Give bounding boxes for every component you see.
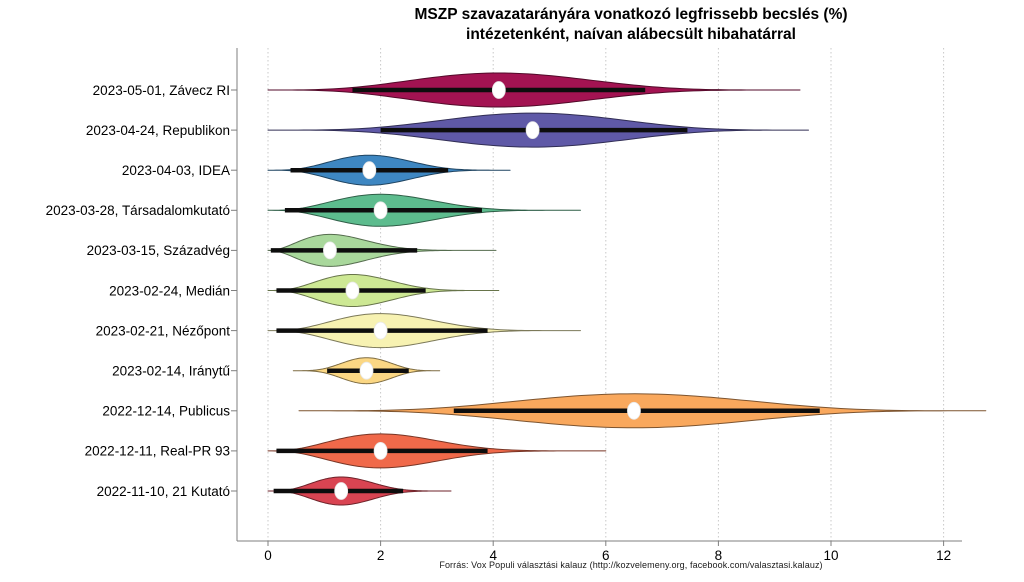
estimate-dot-0	[491, 81, 506, 99]
row-label-1: 2023-04-24, Republikon	[86, 123, 230, 138]
estimate-dot-3	[373, 201, 388, 220]
row-label-6: 2023-02-21, Nézőpont	[96, 323, 231, 338]
x-tick-label-8: 8	[715, 548, 723, 563]
row-label-2: 2023-04-03, IDEA	[122, 163, 230, 178]
estimate-dot-8	[627, 401, 641, 420]
row-label-9: 2022-12-11, Real-PR 93	[85, 444, 230, 459]
row-label-5: 2023-02-24, Medián	[109, 283, 230, 298]
estimate-dot-4	[323, 241, 337, 260]
estimate-dot-7	[359, 361, 374, 380]
row-label-0: 2023-05-01, Závecz RI	[93, 83, 230, 98]
row-label-3: 2023-03-28, Társadalomkutató	[46, 203, 230, 218]
estimate-dot-10	[334, 482, 349, 500]
source-caption: Forrás: Vox Populi választási kalauz (ht…	[439, 560, 823, 570]
chart-title: MSZP szavazatarányára vonatkozó legfriss…	[250, 5, 1012, 45]
estimate-dot-2	[362, 161, 377, 180]
estimate-dot-6	[373, 321, 388, 340]
estimate-dot-5	[345, 281, 360, 300]
x-tick-label-4: 4	[489, 548, 497, 563]
row-label-10: 2022-11-10, 21 Kutató	[97, 484, 230, 499]
row-label-8: 2022-12-14, Publicus	[102, 404, 230, 419]
estimate-dot-9	[373, 441, 388, 460]
x-tick-label-0: 0	[264, 548, 272, 563]
estimate-dot-1	[525, 121, 540, 140]
x-tick-label-12: 12	[936, 548, 951, 563]
chart-title-line1: MSZP szavazatarányára vonatkozó legfriss…	[414, 6, 848, 23]
row-label-4: 2023-03-15, Századvég	[87, 243, 230, 258]
x-tick-label-6: 6	[602, 548, 610, 563]
chart-title-line2: intézetenként, naívan alábecsült hibahat…	[466, 25, 796, 43]
x-tick-label-2: 2	[377, 548, 385, 563]
x-tick-label-10: 10	[823, 548, 838, 563]
row-label-7: 2023-02-14, Iránytű	[112, 364, 230, 379]
